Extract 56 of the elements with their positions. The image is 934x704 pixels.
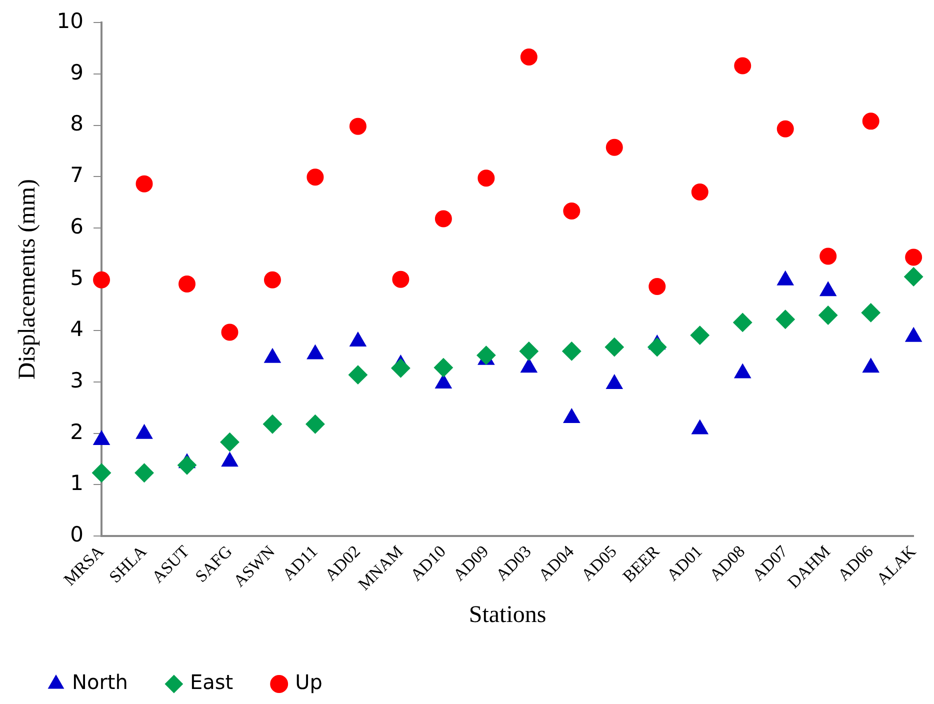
point [563, 202, 580, 220]
point [519, 342, 538, 361]
point [221, 324, 238, 341]
point [478, 170, 495, 187]
point [134, 463, 154, 482]
point [562, 342, 582, 361]
y-tick-label: 0 [70, 522, 84, 546]
y-tick-label: 5 [70, 266, 84, 290]
point [136, 175, 153, 192]
y-tick-label: 4 [70, 317, 84, 342]
point [690, 326, 710, 345]
point [904, 267, 924, 286]
point [820, 248, 837, 265]
y-tick-label: 3 [70, 368, 84, 392]
point [92, 463, 112, 482]
y-tick-label: 7 [70, 163, 84, 188]
y-tick-label: 6 [70, 214, 84, 238]
y-tick-label: 1 [70, 471, 84, 496]
point [604, 338, 624, 357]
point [178, 275, 196, 292]
point [648, 338, 667, 357]
point [734, 57, 752, 74]
point [691, 184, 708, 201]
point [262, 414, 282, 434]
point [434, 210, 452, 228]
point [776, 120, 794, 138]
legend-label: North [72, 670, 128, 694]
point [264, 271, 281, 288]
point [862, 112, 880, 130]
point [93, 271, 110, 288]
point [476, 346, 496, 365]
point [520, 48, 538, 66]
legend-label: Up [295, 670, 322, 694]
point [306, 168, 324, 186]
y-tick-label: 2 [70, 420, 84, 444]
point [392, 270, 410, 288]
x-axis-title: Stations [468, 602, 546, 628]
point [178, 456, 196, 475]
y-axis-title: Displacements (mm) [14, 179, 41, 380]
point [648, 278, 666, 296]
point [434, 358, 453, 378]
point [349, 118, 366, 135]
legend-label: East [190, 670, 234, 694]
y-tick-label: 9 [70, 60, 84, 84]
point [391, 358, 410, 378]
point [733, 312, 752, 332]
point [818, 306, 838, 325]
point [348, 365, 368, 384]
point [776, 310, 795, 329]
point [306, 414, 325, 434]
y-tick-label: 10 [56, 9, 84, 34]
point [905, 248, 922, 266]
point [220, 432, 240, 452]
point [606, 138, 623, 156]
y-tick-label: 8 [70, 112, 84, 136]
point [861, 303, 880, 322]
